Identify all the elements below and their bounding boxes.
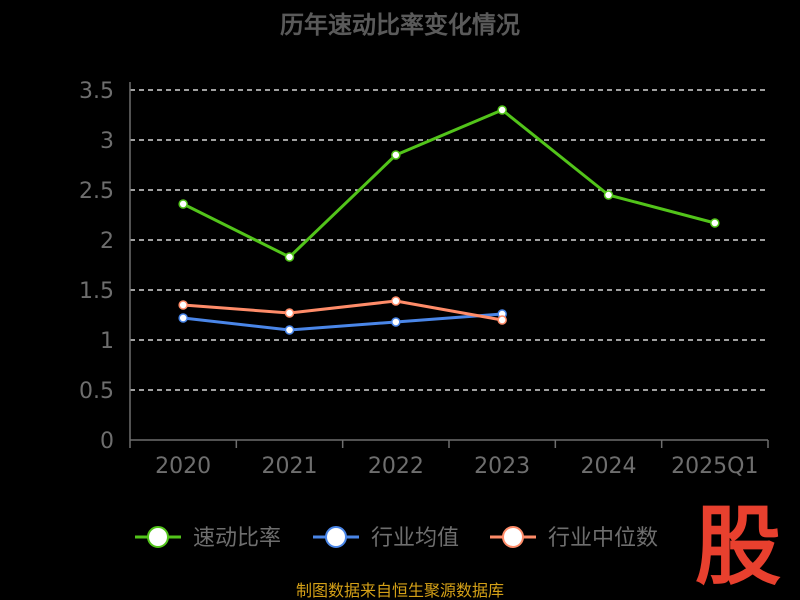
legend-marker <box>147 526 169 548</box>
data-point <box>284 325 295 335</box>
chart-title: 历年速动比率变化情况 <box>280 11 520 39</box>
series-lines <box>178 105 720 335</box>
y-tick-label: 3.5 <box>79 79 114 104</box>
x-tick-label: 2022 <box>368 454 424 479</box>
data-point <box>178 199 188 209</box>
data-point <box>178 300 188 310</box>
data-point <box>284 252 295 262</box>
y-tick-label: 2.5 <box>79 179 114 204</box>
grid-lines <box>130 89 768 391</box>
legend-label: 行业中位数 <box>548 526 658 551</box>
x-tick-label: 2023 <box>474 454 530 479</box>
x-tick-label: 2020 <box>155 454 211 479</box>
x-tick-label: 2025Q1 <box>671 454 758 479</box>
y-tick-label: 2 <box>100 229 114 254</box>
legend-item: 速动比率 <box>135 526 281 551</box>
data-point <box>391 317 401 327</box>
brand-logo: 股 <box>695 497 781 597</box>
legend: 速动比率 行业均值 行业中位数 <box>135 526 658 551</box>
series-1 <box>178 309 507 335</box>
series-line <box>183 299 503 322</box>
y-axis-tick-labels: 0 0.5 1 1.5 2 2.5 3 3.5 <box>79 79 114 454</box>
legend-label: 行业均值 <box>371 526 459 551</box>
x-tick-label: 2021 <box>262 454 318 479</box>
legend-item: 行业中位数 <box>490 526 658 551</box>
legend-marker <box>502 526 524 548</box>
data-point <box>178 313 188 323</box>
y-tick-label: 1.5 <box>79 279 114 304</box>
data-point <box>284 308 295 318</box>
x-axis-tick-labels: 2020 2021 2022 2023 2024 2025Q1 <box>155 454 758 479</box>
y-tick-label: 0 <box>100 429 114 454</box>
data-point <box>497 105 507 115</box>
data-point <box>391 150 401 160</box>
x-tick-label: 2024 <box>581 454 637 479</box>
data-point <box>497 315 507 325</box>
data-point <box>603 190 614 200</box>
data-point <box>710 218 720 228</box>
legend-marker <box>325 526 347 548</box>
legend-item: 行业均值 <box>313 526 459 551</box>
series-0 <box>178 105 720 262</box>
y-tick-label: 0.5 <box>79 379 114 404</box>
series-line <box>182 312 503 332</box>
legend-label: 速动比率 <box>193 526 281 551</box>
series-2 <box>178 296 507 325</box>
series-line <box>182 108 716 259</box>
data-point <box>391 296 401 306</box>
axes <box>129 82 769 448</box>
data-source-note: 制图数据来自恒生聚源数据库 <box>296 581 504 600</box>
y-tick-label: 3 <box>100 129 114 154</box>
y-tick-label: 1 <box>100 329 114 354</box>
